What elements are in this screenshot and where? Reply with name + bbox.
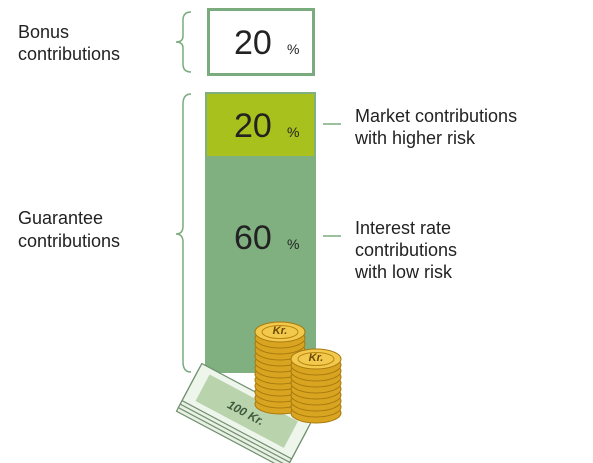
segment-label: contributions xyxy=(355,240,457,260)
segment-label: with low risk xyxy=(354,262,453,282)
segment-box xyxy=(205,92,316,158)
segment-value: 20 xyxy=(234,107,272,145)
bonus-box xyxy=(207,8,315,76)
coin-rim xyxy=(297,352,335,366)
brace xyxy=(175,11,192,73)
bonus-label: Bonus xyxy=(18,22,69,42)
brace xyxy=(175,93,192,373)
segment-unit: % xyxy=(287,236,299,252)
bonus-unit: % xyxy=(287,41,299,57)
coin-stack xyxy=(290,348,342,424)
coin-rim xyxy=(261,325,299,339)
coin-label: Kr. xyxy=(273,325,288,337)
coin-label: Kr. xyxy=(309,352,324,364)
segment-unit: % xyxy=(287,124,299,140)
bonus-value: 20 xyxy=(234,24,272,62)
segment-label: Interest rate xyxy=(355,218,451,238)
guarantee-label: Guarantee xyxy=(18,208,103,228)
segment-value: 60 xyxy=(234,219,272,257)
segment-label: Market contributions xyxy=(355,106,517,126)
guarantee-label: contributions xyxy=(18,231,120,251)
segment-label: with higher risk xyxy=(354,128,476,148)
bonus-label: contributions xyxy=(18,44,120,64)
banknotes: 100 Kr. xyxy=(175,362,313,463)
